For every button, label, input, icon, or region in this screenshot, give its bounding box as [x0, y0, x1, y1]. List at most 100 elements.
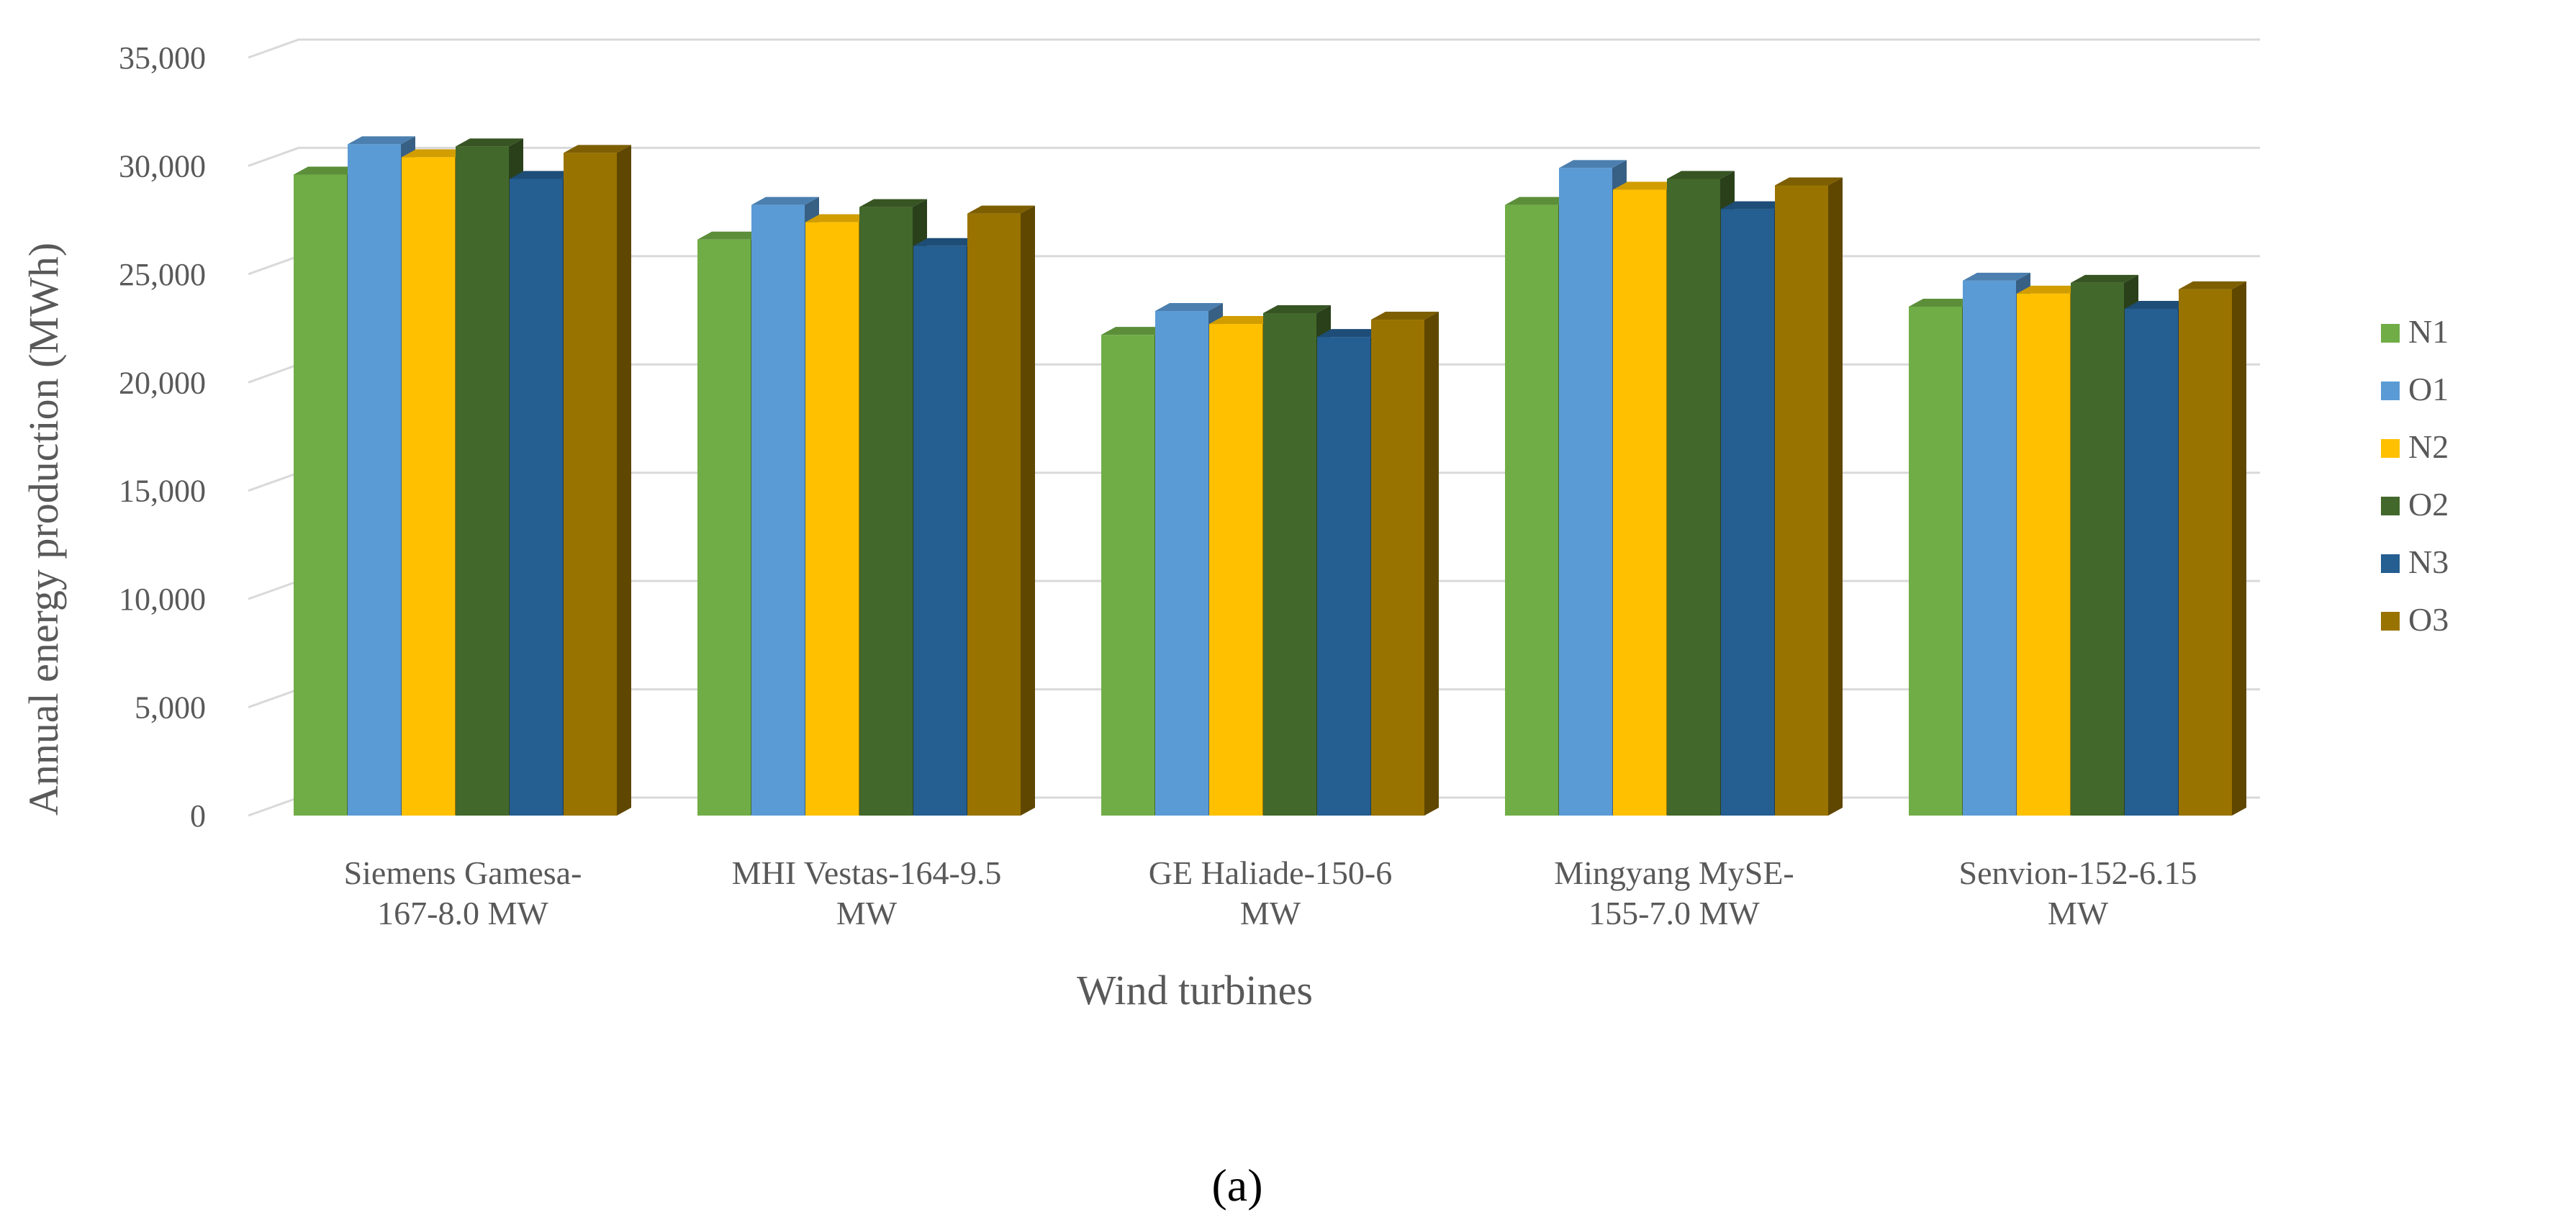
bar-front — [1209, 324, 1262, 816]
x-category-label: MHI Vestas-164-9.5 MW — [732, 854, 1002, 931]
bar-front — [2071, 282, 2124, 816]
figure-caption: (a) — [1211, 1160, 1262, 1211]
bar-top — [510, 171, 577, 179]
bar-O3 — [967, 205, 1035, 816]
bar-front — [1613, 189, 1666, 816]
x-axis-category-labels: Siemens Gamesa-167-8.0 MW MHI Vestas-164-… — [344, 854, 2197, 931]
legend-swatch — [2381, 324, 2400, 343]
bar-front — [510, 179, 563, 816]
bar-top — [402, 149, 469, 158]
legend-swatch — [2381, 554, 2400, 573]
bar-side — [617, 145, 631, 816]
bar-side — [1021, 205, 1035, 816]
bar-top — [1909, 298, 1976, 307]
bar-front — [697, 239, 751, 816]
bar-top — [1371, 312, 1439, 320]
legend-item-O2: O2 — [2381, 486, 2449, 523]
bar-top — [1263, 305, 1331, 314]
bar-front — [2179, 289, 2232, 816]
bar-front — [1371, 320, 1424, 816]
bar-front — [1667, 179, 1720, 816]
bar-top — [913, 238, 981, 246]
legend: N1 O1 N2 O2 N3 O3 — [2381, 313, 2449, 638]
bar-front — [1721, 209, 1774, 816]
bar-front — [1559, 168, 1612, 816]
bar-O3 — [2179, 281, 2246, 816]
bar-side — [2232, 281, 2246, 816]
bar-front — [1317, 337, 1370, 816]
y-tick-label: 10,000 — [119, 582, 206, 617]
legend-label: O3 — [2408, 601, 2449, 638]
bar-front — [2017, 293, 2070, 816]
legend-label: N3 — [2408, 543, 2449, 580]
x-category-label: Mingyang MySE-155-7.0 MW — [1554, 854, 1794, 931]
bar-front — [805, 222, 859, 816]
bar-top — [2179, 281, 2246, 289]
y-tick-label: 20,000 — [119, 365, 206, 400]
bar-top — [697, 231, 765, 240]
bar-top — [348, 136, 415, 145]
x-category-label: GE Haliade-150-6 MW — [1149, 854, 1393, 931]
x-category-label: Senvion-152-6.15 MW — [1959, 854, 2197, 931]
legend-swatch — [2381, 439, 2400, 458]
x-category-label: Siemens Gamesa-167-8.0 MW — [344, 854, 582, 931]
bar-top — [2017, 285, 2084, 294]
legend-item-O1: O1 — [2381, 371, 2449, 407]
bar-front — [348, 144, 401, 816]
bar-top — [1963, 272, 2030, 281]
legend-swatch — [2381, 497, 2400, 515]
legend-item-N2: N2 — [2381, 428, 2449, 465]
bar-top — [967, 205, 1035, 214]
gridline — [248, 146, 2260, 167]
bar-top — [2071, 274, 2138, 283]
gridline — [248, 38, 2260, 59]
bar-top — [456, 138, 523, 147]
y-axis-ticks: 0 5,000 10,000 15,000 20,000 25,000 30,000 35,0… — [119, 40, 206, 834]
bar-top — [1559, 160, 1627, 168]
bar-top — [564, 145, 631, 153]
bar-front — [564, 153, 617, 816]
y-tick-label: 5,000 — [135, 690, 206, 726]
bar-top — [1505, 197, 1573, 205]
bar-front — [2125, 308, 2178, 816]
bar-front — [1101, 335, 1154, 816]
bar-top — [805, 214, 873, 222]
bar-top — [1613, 181, 1681, 190]
bars — [294, 136, 2246, 816]
bar-front — [967, 213, 1021, 816]
bar-top — [294, 166, 361, 175]
legend-label: O2 — [2408, 486, 2449, 523]
legend-label: N2 — [2408, 428, 2449, 465]
bar-front — [1505, 204, 1558, 816]
y-tick-label: 15,000 — [119, 474, 206, 509]
y-tick-label: 25,000 — [119, 257, 206, 292]
y-axis-title: Annual energy production (MWh) — [20, 243, 67, 816]
bar-top — [1721, 201, 1789, 209]
bar-front — [1775, 185, 1828, 816]
bar-top — [1101, 327, 1169, 335]
legend-item-N1: N1 — [2381, 313, 2449, 350]
bar-O3 — [1371, 312, 1439, 816]
bar-front — [1155, 311, 1208, 816]
bar-side — [1828, 177, 1843, 816]
bar-O3 — [564, 145, 631, 816]
bar-front — [751, 204, 805, 816]
bar-front — [1263, 313, 1316, 816]
legend-swatch — [2381, 382, 2400, 400]
bar-front — [913, 245, 967, 816]
bar-front — [294, 174, 347, 816]
bar-top — [1155, 303, 1223, 312]
x-axis-title: Wind turbines — [1077, 967, 1313, 1014]
bar-O3 — [1775, 177, 1843, 816]
bar-side — [1424, 312, 1439, 816]
bar-front — [456, 146, 509, 816]
legend-item-N3: N3 — [2381, 543, 2449, 580]
bar-front — [1963, 280, 2016, 816]
legend-label: N1 — [2408, 313, 2449, 350]
legend-item-O3: O3 — [2381, 601, 2449, 638]
bar-top — [859, 199, 927, 207]
bar-top — [1317, 329, 1385, 338]
bar-top — [1667, 171, 1735, 179]
bar-top — [1775, 177, 1843, 186]
